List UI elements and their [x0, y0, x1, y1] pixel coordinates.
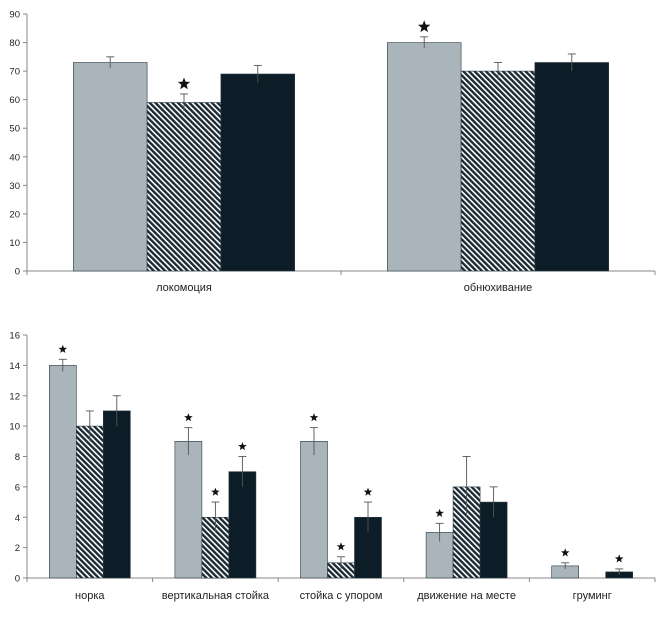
significance-star-стойка-с-упором-series-3	[363, 487, 373, 496]
y-tick-label: 80	[9, 38, 20, 49]
bar-обнюхивание-series-3	[534, 62, 610, 272]
x-category-label: локомоция	[156, 282, 212, 294]
y-tick-label: 12	[9, 391, 20, 402]
y-tick-label: 8	[15, 452, 20, 463]
y-tick-label: 50	[9, 124, 20, 135]
significance-star-норка-series-1	[58, 344, 68, 353]
x-category-label: вертикальная стойка	[162, 590, 270, 602]
bar-вертикальная-стойка-series-2	[201, 516, 230, 579]
y-tick-label: 30	[9, 181, 20, 192]
significance-star-движение-на-месте-series-1	[435, 508, 444, 517]
significance-star-локомоция-series-2	[177, 77, 191, 90]
x-category-label: стойка с упором	[300, 590, 383, 602]
y-tick-label: 14	[9, 361, 20, 372]
bar-локомоция-series-2	[146, 102, 222, 272]
y-tick-label: 60	[9, 95, 20, 106]
y-tick-label: 10	[9, 422, 20, 433]
bar-вертикальная-стойка-series-3	[228, 471, 257, 579]
x-category-label: движение на месте	[417, 590, 516, 602]
bar-вертикальная-стойка-series-1	[174, 440, 203, 579]
significance-star-груминг-series-3	[614, 554, 624, 563]
bar-обнюхивание-series-2	[460, 70, 536, 272]
y-tick-label: 90	[9, 10, 20, 21]
x-category-label: норка	[75, 590, 105, 602]
bar-обнюхивание-series-1	[386, 42, 462, 272]
bar-локомоция-series-3	[220, 73, 295, 272]
significance-star-обнюхивание-series-1	[418, 20, 431, 33]
y-tick-label: 6	[15, 482, 20, 493]
y-tick-label: 40	[9, 152, 20, 163]
bar-норка-series-2	[76, 425, 104, 579]
y-tick-label: 2	[15, 543, 20, 554]
y-tick-label: 20	[9, 209, 20, 220]
significance-star-стойка-с-упором-series-1	[309, 413, 319, 422]
bar-стойка-с-упором-series-1	[300, 440, 328, 579]
y-tick-label: 10	[9, 238, 20, 249]
y-tick-label: 70	[9, 67, 20, 78]
chart-behavior-acts: 0 2 4 6 8 10 12 14 16 норка вертикальная стойка сто…	[9, 331, 656, 602]
chart-locomotion-sniffing: 0 10 20 30 40 50 60 70 80 90 локомоция обнюхивание	[9, 10, 656, 294]
y-tick-label: 0	[15, 574, 20, 585]
significance-star-вертикальная-стойка-series-3	[238, 442, 247, 451]
y-tick-label: 4	[15, 513, 20, 524]
significance-star-вертикальная-стойка-series-2	[211, 487, 220, 496]
bar-норка-series-3	[103, 410, 131, 579]
significance-star-стойка-с-упором-series-2	[336, 542, 346, 551]
y-tick-label: 0	[15, 267, 20, 278]
x-category-label: обнюхивание	[464, 282, 532, 294]
significance-star-груминг-series-1	[560, 548, 570, 557]
bar-локомоция-series-1	[73, 62, 148, 272]
y-tick-label: 16	[9, 331, 20, 342]
bar-норка-series-1	[48, 365, 77, 579]
x-category-label: груминг	[573, 590, 612, 602]
significance-star-вертикальная-стойка-series-1	[184, 413, 193, 422]
